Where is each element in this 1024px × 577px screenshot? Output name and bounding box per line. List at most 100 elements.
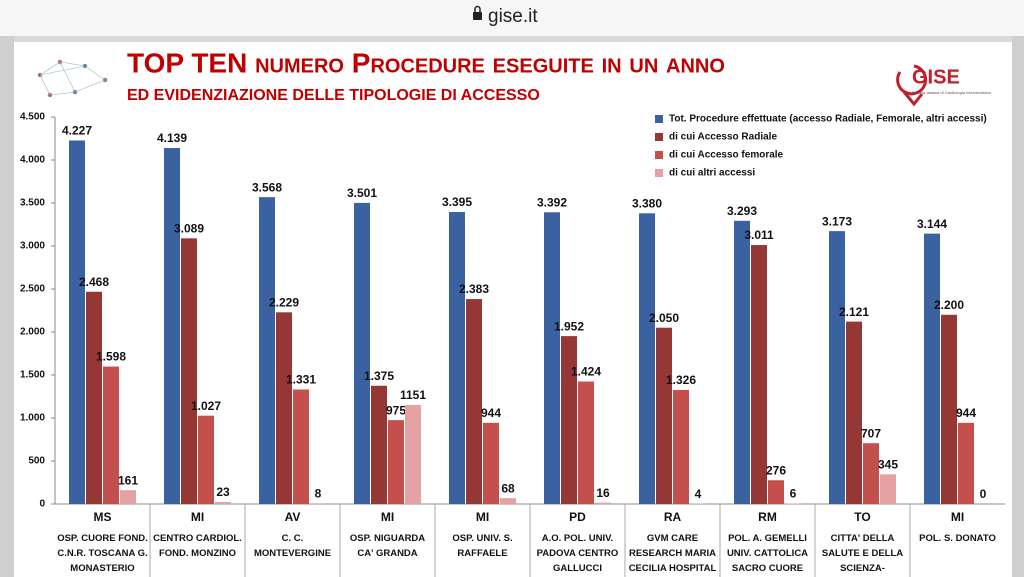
data-label: 345 — [878, 458, 898, 472]
bar — [863, 443, 879, 504]
data-label: 944 — [956, 406, 976, 420]
data-label: 3.395 — [442, 195, 472, 209]
bar — [829, 231, 845, 504]
bar — [639, 213, 655, 504]
network-logo — [37, 59, 108, 98]
data-label: 4 — [695, 487, 702, 501]
chart-title: TOP TEN numero Procedure eseguite in un … — [127, 47, 725, 78]
category-box: OSP. UNIV. S. RAFFAELE — [452, 533, 513, 559]
x-tick-label: GVM CARE RESEARCH MARIA CECILIA HOSPITAL — [628, 533, 717, 574]
bar — [405, 405, 421, 504]
legend-swatch — [655, 151, 663, 159]
logo-text: GISE — [912, 66, 960, 88]
y-tick-label: 4.500 — [20, 112, 45, 123]
legend-swatch — [655, 133, 663, 141]
category-code: MI — [381, 510, 394, 524]
bar — [785, 503, 801, 504]
y-tick-label: 0 — [39, 499, 45, 510]
data-label: 1.424 — [571, 365, 601, 379]
data-label: 3.144 — [917, 217, 947, 231]
frame-right — [1012, 36, 1024, 577]
data-label: 3.089 — [174, 222, 204, 236]
bar — [259, 197, 275, 505]
data-label: 2.050 — [649, 311, 679, 325]
bar — [164, 148, 180, 504]
bar — [656, 327, 672, 504]
bar — [371, 385, 387, 504]
category-box: C. C. MONTEVERGINE — [253, 533, 332, 559]
data-label: 161 — [118, 473, 138, 487]
gise-heart — [896, 64, 928, 107]
data-label: 4.139 — [157, 131, 187, 145]
category-code: MI — [191, 510, 204, 524]
data-label: 1.952 — [554, 319, 584, 333]
data-label: 1.331 — [286, 373, 316, 387]
bar — [578, 381, 594, 504]
x-tick-label: A.O. POL. UNIV. PADOVA CENTRO GALLUCCI — [536, 533, 619, 574]
data-label: 3.568 — [252, 180, 282, 194]
data-label: 2.383 — [459, 282, 489, 296]
legend-label: Tot. Procedure effettuate (accesso Radia… — [669, 114, 987, 125]
category-box: CITTA' DELLA SALUTE E DELLA SCIENZA- — [821, 533, 904, 574]
bar — [293, 389, 309, 504]
url[interactable]: gise.it — [488, 6, 538, 27]
data-label: 975 — [386, 403, 406, 417]
category-box: POL. A. GEMELLI UNIV. CATTOLICA SACRO CU… — [727, 533, 808, 574]
category-box: GVM CARE RESEARCH MARIA CECILIA HOSPITAL — [628, 533, 717, 574]
category-box: OSP. NIGUARDA CA' GRANDA — [350, 533, 425, 559]
x-tick-label: CITTA' DELLA SALUTE E DELLA SCIENZA- — [821, 533, 904, 574]
data-label: 276 — [766, 463, 786, 477]
bar — [86, 291, 102, 504]
category-code: MI — [951, 510, 964, 524]
bar — [354, 202, 370, 504]
data-label: 2.200 — [934, 298, 964, 312]
bar — [69, 140, 85, 504]
bar — [388, 420, 404, 504]
bar — [449, 212, 465, 504]
y-tick-label: 2.500 — [20, 284, 45, 295]
data-label: 3.380 — [632, 196, 662, 210]
data-label: 944 — [481, 406, 501, 420]
category-code: RA — [664, 510, 682, 524]
browser-bar — [0, 0, 1024, 36]
data-label: 3.392 — [537, 195, 567, 209]
category-code: MS — [94, 510, 112, 524]
x-tick-label: C. C. MONTEVERGINE — [253, 533, 332, 559]
data-label: 2.121 — [839, 305, 869, 319]
lock-shackle — [474, 5, 481, 12]
logo-tagline: Società Italiana di Cardiologia Interven… — [912, 90, 991, 95]
data-label: 23 — [216, 485, 230, 499]
bar — [734, 220, 750, 504]
data-label: 8 — [315, 486, 322, 500]
data-label: 0 — [980, 487, 987, 501]
data-label: 1.027 — [191, 399, 221, 413]
frame-top — [0, 36, 1024, 42]
lock-icon — [473, 12, 482, 20]
y-tick-label: 500 — [28, 456, 45, 467]
data-label: 3.501 — [347, 186, 377, 200]
category-box: OSP. CUORE FOND. C.N.R. TOSCANA G. MONAS… — [57, 533, 148, 574]
category-code: RM — [758, 510, 777, 524]
data-label: 68 — [501, 481, 515, 495]
bar — [198, 415, 214, 504]
x-tick-label: OSP. CUORE FOND. C.N.R. TOSCANA G. MONAS… — [57, 533, 148, 574]
bar — [880, 474, 896, 504]
category-code: PD — [569, 510, 586, 524]
x-tick-label: OSP. UNIV. S. RAFFAELE — [452, 533, 513, 559]
y-tick-label: 3.500 — [20, 198, 45, 209]
data-label: 1151 — [400, 388, 426, 402]
bar — [276, 312, 292, 504]
bar — [958, 422, 974, 504]
legend-label: di cui Accesso femorale — [669, 150, 784, 161]
category-box: CENTRO CARDIOL. FOND. MONZINO — [153, 533, 242, 559]
y-tick-label: 4.000 — [20, 155, 45, 166]
legend-swatch — [655, 115, 663, 123]
category-code: AV — [285, 510, 301, 524]
legend-label: di cui Accesso Radiale — [669, 132, 777, 143]
data-label: 6 — [790, 487, 797, 501]
y-tick-label: 1.500 — [20, 370, 45, 381]
frame-left — [0, 36, 14, 577]
data-label: 1.598 — [96, 350, 126, 364]
y-tick-label: 3.000 — [20, 241, 45, 252]
bar — [483, 422, 499, 504]
